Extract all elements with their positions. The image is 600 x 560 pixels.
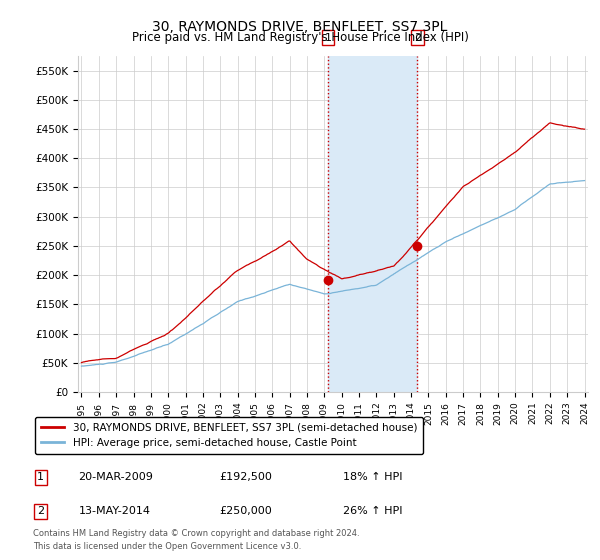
Legend: 30, RAYMONDS DRIVE, BENFLEET, SS7 3PL (semi-detached house), HPI: Average price,: 30, RAYMONDS DRIVE, BENFLEET, SS7 3PL (s…: [35, 417, 424, 454]
Text: 20-MAR-2009: 20-MAR-2009: [79, 473, 154, 482]
Text: £192,500: £192,500: [219, 473, 272, 482]
Text: 13-MAY-2014: 13-MAY-2014: [79, 506, 151, 516]
Text: £250,000: £250,000: [219, 506, 272, 516]
Text: 1: 1: [37, 473, 44, 482]
Text: 2: 2: [414, 32, 421, 43]
Text: 26% ↑ HPI: 26% ↑ HPI: [343, 506, 403, 516]
Text: 30, RAYMONDS DRIVE, BENFLEET, SS7 3PL: 30, RAYMONDS DRIVE, BENFLEET, SS7 3PL: [152, 20, 448, 34]
Bar: [328, 56, 418, 392]
Text: This data is licensed under the Open Government Licence v3.0.: This data is licensed under the Open Gov…: [33, 542, 301, 550]
Text: Contains HM Land Registry data © Crown copyright and database right 2024.: Contains HM Land Registry data © Crown c…: [33, 529, 359, 538]
Text: 1: 1: [325, 32, 332, 43]
Text: 18% ↑ HPI: 18% ↑ HPI: [343, 473, 403, 482]
Text: 2: 2: [37, 506, 44, 516]
Text: Price paid vs. HM Land Registry's House Price Index (HPI): Price paid vs. HM Land Registry's House …: [131, 31, 469, 44]
